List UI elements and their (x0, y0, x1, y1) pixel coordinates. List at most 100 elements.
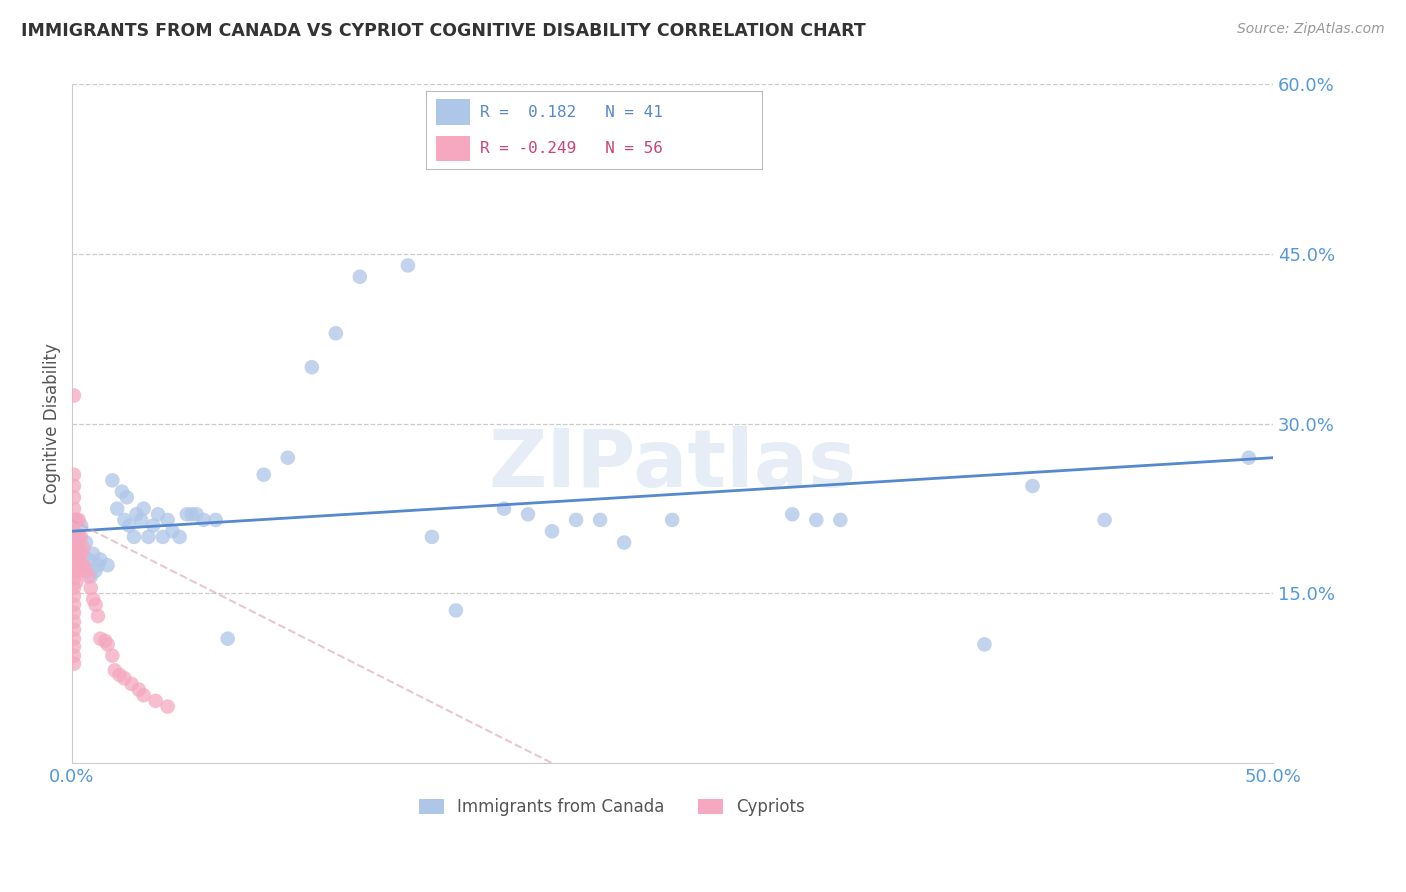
Point (72, 541, 94, 556)
Point (63, 648, 86, 663)
Point (87, 558, 110, 573)
Point (89, 632, 111, 646)
Point (169, 530, 191, 544)
Point (63, 615, 86, 629)
Point (613, 535, 636, 549)
Point (70, 518, 93, 533)
Point (125, 508, 148, 522)
Point (70, 547, 93, 561)
Point (396, 259, 419, 273)
Point (65, 552, 87, 566)
Point (65, 513, 87, 527)
Point (63, 632, 86, 646)
Point (806, 513, 828, 527)
Point (63, 564, 86, 578)
Point (132, 501, 155, 516)
Point (63, 657, 86, 671)
Point (63, 589, 86, 603)
Point (105, 501, 128, 516)
Point (75, 564, 97, 578)
Point (82, 592, 104, 607)
Point (1021, 479, 1043, 493)
Text: ZIPatlas: ZIPatlas (488, 425, 856, 503)
Point (830, 513, 852, 527)
Point (118, 518, 141, 533)
Point (115, 491, 138, 505)
Point (156, 699, 179, 714)
Point (180, 508, 202, 522)
Point (94, 634, 117, 648)
Point (63, 513, 86, 527)
Point (301, 360, 323, 375)
Point (156, 513, 179, 527)
Point (186, 508, 208, 522)
Point (67, 530, 90, 544)
Point (77, 569, 100, 583)
Point (517, 508, 540, 522)
Point (63, 535, 86, 549)
Point (193, 513, 215, 527)
Point (162, 524, 184, 539)
Point (325, 326, 347, 341)
Point (70, 530, 93, 544)
Point (129, 513, 152, 527)
Point (65, 513, 87, 527)
Point (1094, 513, 1116, 527)
Point (65, 535, 87, 549)
Point (67, 530, 90, 544)
Point (63, 547, 86, 561)
Point (152, 530, 174, 544)
Point (72, 558, 94, 573)
Point (122, 530, 145, 544)
Point (67, 547, 90, 561)
Point (111, 484, 134, 499)
Point (492, 501, 515, 516)
Point (63, 467, 86, 482)
Point (63, 581, 86, 595)
Point (97, 637, 120, 651)
Point (75, 535, 97, 549)
Point (80, 569, 103, 583)
Point (138, 530, 160, 544)
Point (101, 474, 124, 488)
Point (420, 530, 443, 544)
Point (132, 688, 155, 702)
Point (80, 581, 103, 595)
Point (67, 564, 90, 578)
Point (63, 572, 86, 586)
Point (589, 513, 612, 527)
Point (65, 541, 87, 556)
Point (973, 637, 995, 651)
Point (63, 623, 86, 637)
Point (67, 552, 90, 566)
Point (84, 598, 107, 612)
Point (349, 269, 371, 284)
Point (89, 552, 111, 566)
Point (65, 564, 87, 578)
Point (121, 677, 143, 691)
Point (128, 682, 150, 697)
Point (82, 547, 104, 561)
Point (63, 524, 86, 539)
Point (63, 479, 86, 493)
Y-axis label: Cognitive Disability: Cognitive Disability (44, 343, 60, 504)
Point (63, 555, 86, 569)
Point (145, 694, 167, 708)
Point (63, 640, 86, 654)
Point (108, 668, 131, 682)
Point (65, 530, 87, 544)
Point (444, 603, 467, 617)
Point (146, 508, 169, 522)
Point (780, 508, 803, 522)
Point (565, 513, 588, 527)
Point (101, 648, 124, 663)
Point (72, 558, 94, 573)
Point (253, 467, 276, 482)
Point (104, 664, 127, 678)
Point (63, 606, 86, 620)
Text: Source: ZipAtlas.com: Source: ZipAtlas.com (1237, 22, 1385, 37)
Point (63, 388, 86, 402)
Point (77, 552, 100, 566)
Point (142, 518, 165, 533)
Text: IMMIGRANTS FROM CANADA VS CYPRIOT COGNITIVE DISABILITY CORRELATION CHART: IMMIGRANTS FROM CANADA VS CYPRIOT COGNIT… (21, 22, 866, 40)
